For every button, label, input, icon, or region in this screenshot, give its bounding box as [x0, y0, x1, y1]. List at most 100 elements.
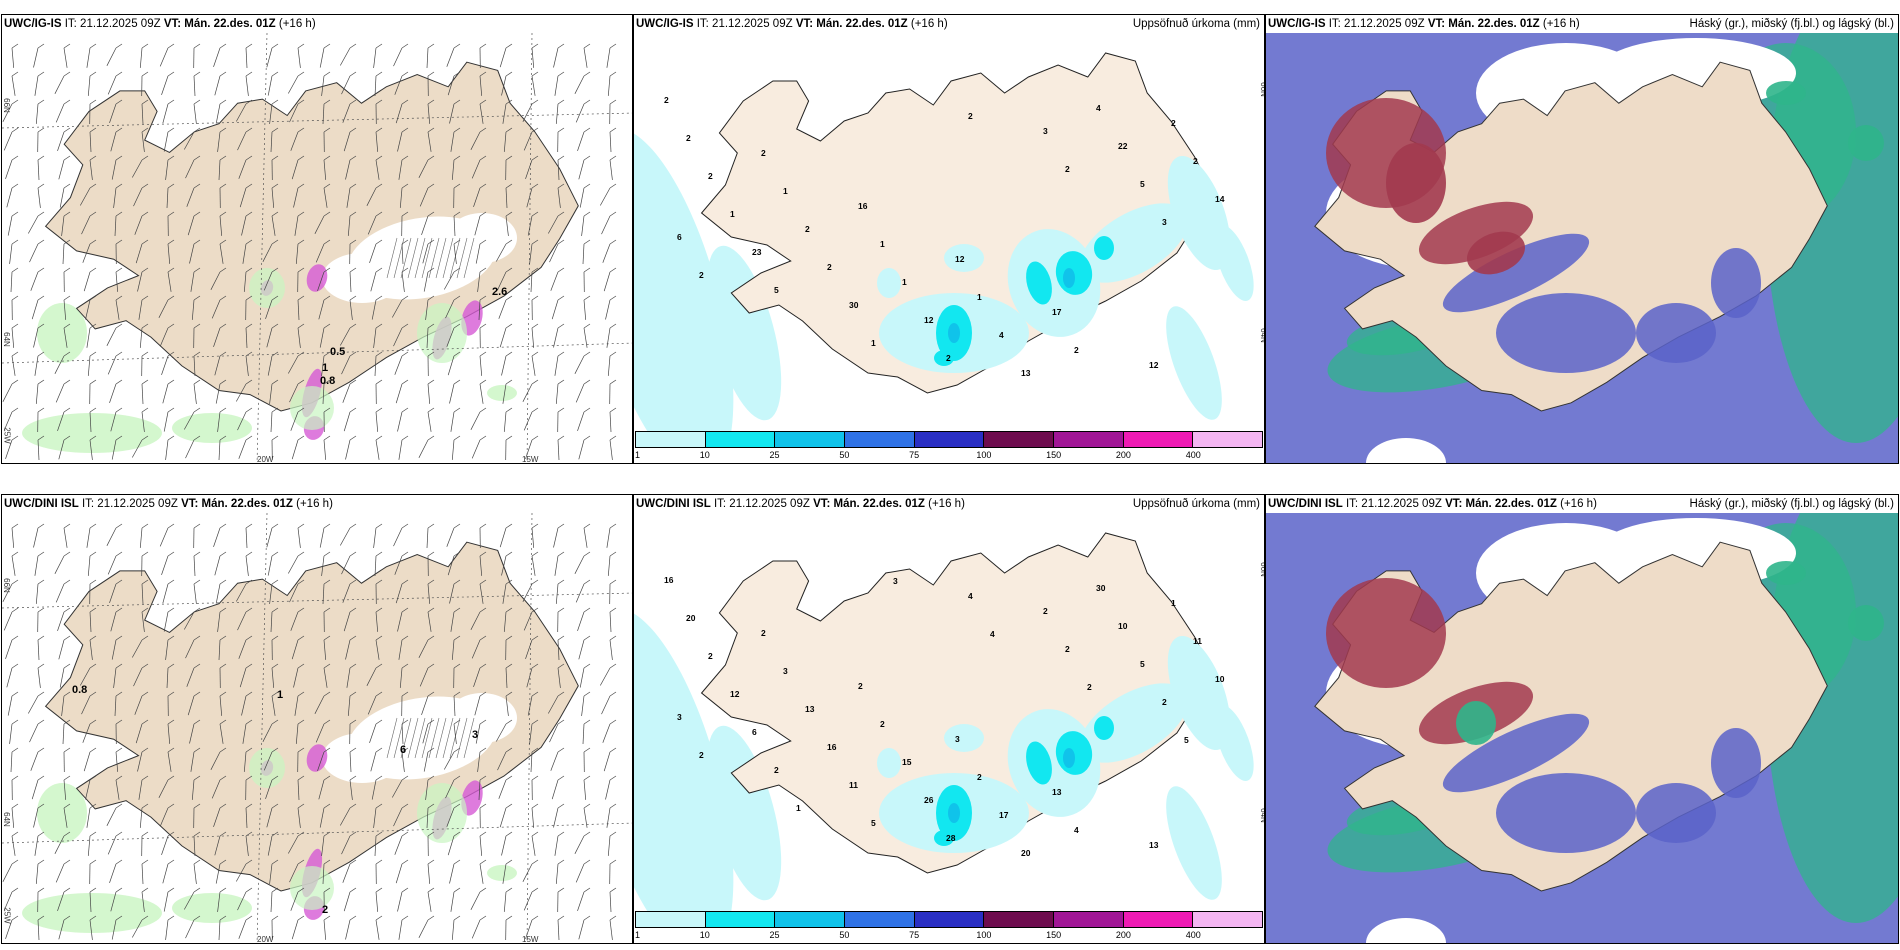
precip-value-label: 6	[677, 232, 682, 242]
wind-value-label: 1	[277, 689, 283, 701]
precip-panel-row1: UWC/IG-IS IT: 21.12.2025 09Z VT: Mán. 22…	[633, 14, 1265, 464]
colorbar-cell	[775, 912, 846, 927]
colorbar-tick-label: 1	[635, 930, 641, 940]
precip-value-label: 3	[783, 666, 788, 676]
precip-value-label: 11	[849, 780, 858, 790]
precip-value-label: 10	[1215, 674, 1225, 684]
precip-value-label: 1	[977, 292, 982, 302]
colorbar-tick-label: 50	[839, 930, 850, 940]
precip-value-label: 14	[1215, 194, 1225, 204]
precip-value-label: 1	[730, 209, 735, 219]
colorbar-cell	[705, 432, 776, 447]
cloud-title: Háský (gr.), miðský (fj.bl.) og lágský (…	[1689, 498, 1894, 510]
wind-value-label: 0.5	[330, 346, 345, 358]
colorbar-tick-label: 200	[1115, 450, 1131, 460]
panel-header: UWC/DINI ISL IT: 21.12.2025 09Z VT: Mán.…	[1268, 498, 1597, 510]
colorbar-cell	[914, 432, 985, 447]
lon-label-25w: 25W	[2, 907, 12, 924]
lat-label-64n: 64N	[1, 812, 11, 827]
precip-value-label: 2	[1193, 156, 1198, 166]
colorbar-cell	[1193, 912, 1263, 927]
wind-value-label: 2	[322, 904, 328, 916]
colorbar-cell	[914, 912, 985, 927]
precip-value-label: 2	[1074, 345, 1079, 355]
precip-value-label: 4	[999, 330, 1004, 340]
map-layer: 0.510.8 2.6	[2, 33, 632, 463]
precip-value-label: 30	[1096, 583, 1106, 593]
colorbar-tick-label: 25	[769, 450, 780, 460]
precip-value-label: 2	[1171, 118, 1176, 128]
precip-value-label: 2	[1087, 682, 1092, 692]
precip-value-label: 3	[677, 712, 682, 722]
precip-value-label: 2	[686, 133, 691, 143]
precip-value-label: 2	[1065, 644, 1070, 654]
precip-value-label: 4	[1096, 103, 1101, 113]
precip-value-label: 12	[955, 254, 965, 264]
precip-value-label: 28	[946, 833, 956, 843]
wind-value-label: 6	[400, 744, 406, 756]
precip-value-label: 2	[774, 765, 779, 775]
precip-value-label: 1	[783, 186, 788, 196]
colorbar-tick-label: 50	[839, 450, 850, 460]
precip-value-label: 16	[664, 575, 674, 585]
precip-colorbar: 1 10 25 50 75 100 150 200 400	[634, 431, 1264, 463]
precip-value-label: 2	[761, 148, 766, 158]
lon-label-15w: 15W	[522, 935, 539, 944]
precip-value-label: 3	[955, 734, 960, 744]
cloud-title: Háský (gr.), miðský (fj.bl.) og lágský (…	[1689, 18, 1894, 30]
lat-label-64n: 64N	[1, 332, 11, 347]
colorbar-tick-label: 75	[909, 450, 920, 460]
colorbar-tick-label: 400	[1185, 930, 1201, 940]
precip-value-label: 12	[1149, 360, 1159, 370]
colorbar-cell	[845, 912, 915, 927]
precip-value-label: 5	[1140, 179, 1145, 189]
map-layer: 1622313132032241213151730111216262010106…	[634, 532, 1254, 913]
precip-value-label: 13	[1021, 368, 1031, 378]
precip-value-label: 30	[849, 300, 859, 310]
precip-value-label: 2	[858, 681, 863, 691]
precip-value-label: 2	[1065, 164, 1070, 174]
precip-value-label: 4	[968, 591, 973, 601]
precip-value-label: 10	[1118, 621, 1128, 631]
precip-map: 1622313132032241213151730111216262010106…	[634, 532, 1254, 913]
precip-value-label: 2	[1162, 697, 1167, 707]
precip-value-label: 13	[805, 704, 815, 714]
precip-value-label: 15	[902, 757, 912, 767]
precip-value-label: 6	[752, 727, 757, 737]
precip-value-label: 2	[708, 651, 713, 661]
precip-value-label: 1	[871, 338, 876, 348]
precip-title: Uppsöfnuð úrkoma (mm)	[1132, 498, 1260, 510]
cloud-map	[1266, 33, 1898, 463]
precip-value-label: 2	[699, 270, 704, 280]
precip-value-label: 16	[858, 201, 868, 211]
precip-value-label: 2	[946, 353, 951, 363]
precip-value-label: 20	[1021, 848, 1031, 858]
precip-value-label: 12	[730, 689, 740, 699]
precip-value-label: 22	[1118, 141, 1128, 151]
precip-value-label: 13	[1052, 787, 1062, 797]
colorbar-cell	[984, 432, 1055, 447]
colorbar-cell	[1054, 912, 1124, 927]
precip-value-label: 5	[871, 818, 876, 828]
wind-panel-row1: UWC/IG-IS IT: 21.12.2025 09Z VT: Mán. 22…	[1, 14, 633, 464]
precip-value-label: 1	[1171, 598, 1176, 608]
lon-label-15w: 15W	[522, 455, 539, 464]
wind-map: 0.8 1 6 3 2	[2, 513, 632, 943]
colorbar-cell	[984, 912, 1055, 927]
colorbar-tick-label: 100	[976, 930, 992, 940]
precip-value-label: 5	[1184, 735, 1189, 745]
precip-value-label: 1	[796, 803, 801, 813]
colorbar-cell	[775, 432, 846, 447]
colorbar-cell	[1123, 912, 1194, 927]
wind-map: 0.510.8 2.6	[2, 33, 632, 463]
precip-value-label: 26	[924, 795, 934, 805]
precip-value-label: 2	[1043, 606, 1048, 616]
precip-panel-row2: UWC/DINI ISL IT: 21.12.2025 09Z VT: Mán.…	[633, 494, 1265, 944]
colorbar-cell	[1123, 432, 1194, 447]
lon-label-25w: 25W	[2, 427, 12, 444]
wind-value-label: 0.8	[72, 684, 87, 696]
precip-value-label: 2	[968, 111, 973, 121]
map-layer: 2216121712211122221442121213221423302356…	[634, 52, 1254, 433]
lon-label-20w: 20W	[257, 935, 274, 944]
wind-value-label: 2.6	[492, 286, 507, 298]
